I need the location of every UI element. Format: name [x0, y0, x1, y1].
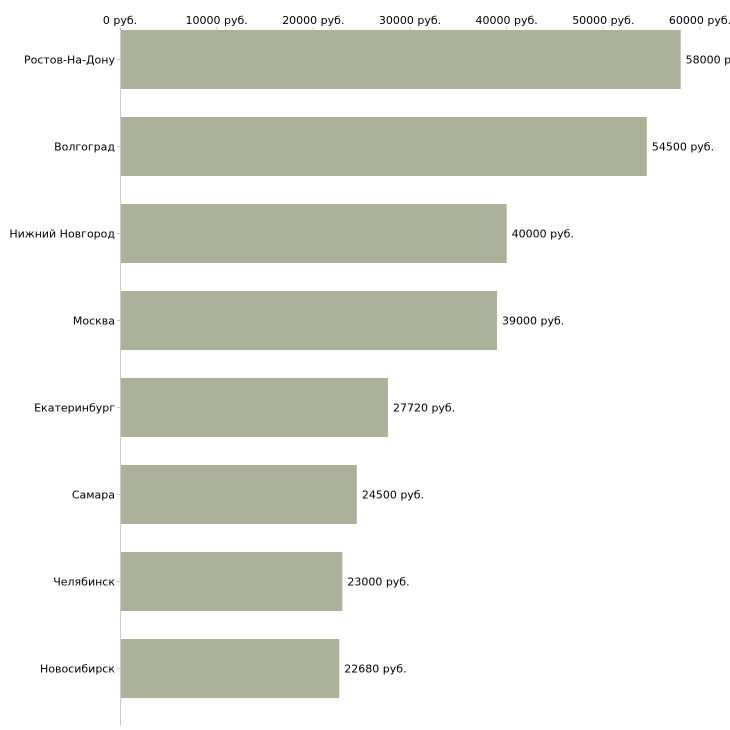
value-label: 40000 руб.: [512, 228, 574, 241]
category-label: Екатеринбург: [34, 402, 115, 415]
axes-group: [117, 27, 701, 726]
x-tick-label: 20000 руб.: [282, 14, 344, 27]
value-label: 54500 руб.: [652, 141, 714, 154]
x-tick-label: 30000 руб.: [379, 14, 441, 27]
category-label: Москва: [73, 315, 115, 328]
bar: [120, 639, 340, 698]
x-tick-label: 40000 руб.: [476, 14, 538, 27]
category-label: Челябинск: [53, 576, 115, 589]
x-tick-label: 50000 руб.: [572, 14, 634, 27]
bar: [120, 291, 497, 350]
bars-group: [120, 30, 681, 698]
x-tick-label: 10000 руб.: [186, 14, 248, 27]
value-label: 24500 руб.: [362, 489, 424, 502]
value-label: 39000 руб.: [502, 315, 564, 328]
bar: [120, 30, 681, 89]
value-label: 27720 руб.: [393, 402, 455, 415]
category-label: Волгоград: [54, 141, 115, 154]
category-label: Новосибирск: [40, 663, 115, 676]
bar: [120, 204, 507, 263]
labels-group: 58000 руб. Ростов-На-Дону 54500 руб. Волгог…: [9, 14, 730, 676]
bar: [120, 465, 357, 524]
category-label: Самара: [72, 489, 115, 502]
value-label: 22680 руб.: [344, 663, 406, 676]
x-tick-label: 60000 руб.: [669, 14, 730, 27]
category-label: Нижний Новгород: [9, 228, 115, 241]
bar: [120, 117, 647, 176]
bar: [120, 552, 343, 611]
value-label: 58000 руб.: [686, 54, 730, 67]
value-label: 23000 руб.: [347, 576, 409, 589]
category-label: Ростов-На-Дону: [24, 54, 115, 67]
bar: [120, 378, 388, 437]
x-tick-label: 0 руб.: [103, 14, 137, 27]
